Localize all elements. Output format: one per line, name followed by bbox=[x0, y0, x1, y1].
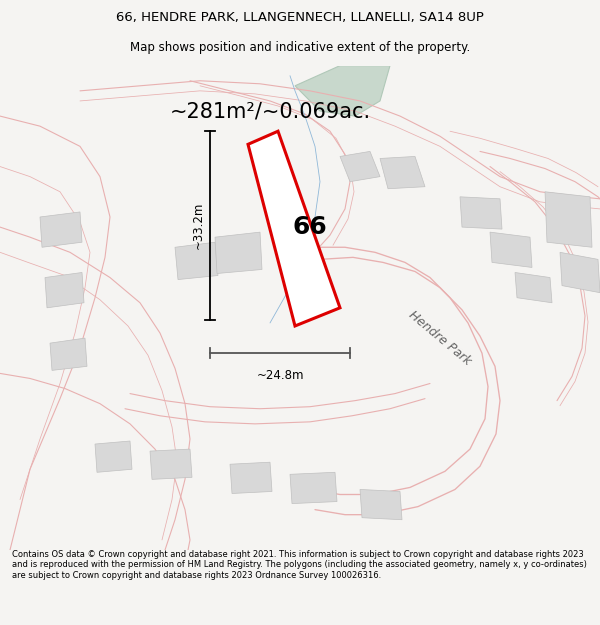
Polygon shape bbox=[490, 232, 532, 268]
Text: 66: 66 bbox=[293, 216, 328, 239]
Text: Map shows position and indicative extent of the property.: Map shows position and indicative extent… bbox=[130, 41, 470, 54]
Polygon shape bbox=[45, 272, 84, 308]
Polygon shape bbox=[248, 131, 340, 326]
Polygon shape bbox=[460, 197, 502, 229]
Polygon shape bbox=[380, 156, 425, 189]
Polygon shape bbox=[340, 151, 380, 182]
Text: 66, HENDRE PARK, LLANGENNECH, LLANELLI, SA14 8UP: 66, HENDRE PARK, LLANGENNECH, LLANELLI, … bbox=[116, 11, 484, 24]
Polygon shape bbox=[95, 441, 132, 472]
Polygon shape bbox=[230, 462, 272, 494]
Text: Hendre Park: Hendre Park bbox=[406, 308, 474, 368]
Polygon shape bbox=[215, 232, 262, 274]
Polygon shape bbox=[50, 338, 87, 371]
Polygon shape bbox=[290, 472, 337, 504]
Polygon shape bbox=[175, 242, 218, 279]
Text: ~281m²/~0.069ac.: ~281m²/~0.069ac. bbox=[169, 101, 371, 121]
Polygon shape bbox=[40, 212, 82, 248]
Text: ~24.8m: ~24.8m bbox=[256, 369, 304, 382]
Polygon shape bbox=[150, 449, 192, 479]
Polygon shape bbox=[560, 253, 600, 292]
Polygon shape bbox=[545, 192, 592, 248]
Text: Contains OS data © Crown copyright and database right 2021. This information is : Contains OS data © Crown copyright and d… bbox=[12, 550, 587, 580]
Polygon shape bbox=[295, 66, 390, 116]
Polygon shape bbox=[360, 489, 402, 520]
Text: ~33.2m: ~33.2m bbox=[191, 202, 205, 249]
Polygon shape bbox=[515, 272, 552, 302]
